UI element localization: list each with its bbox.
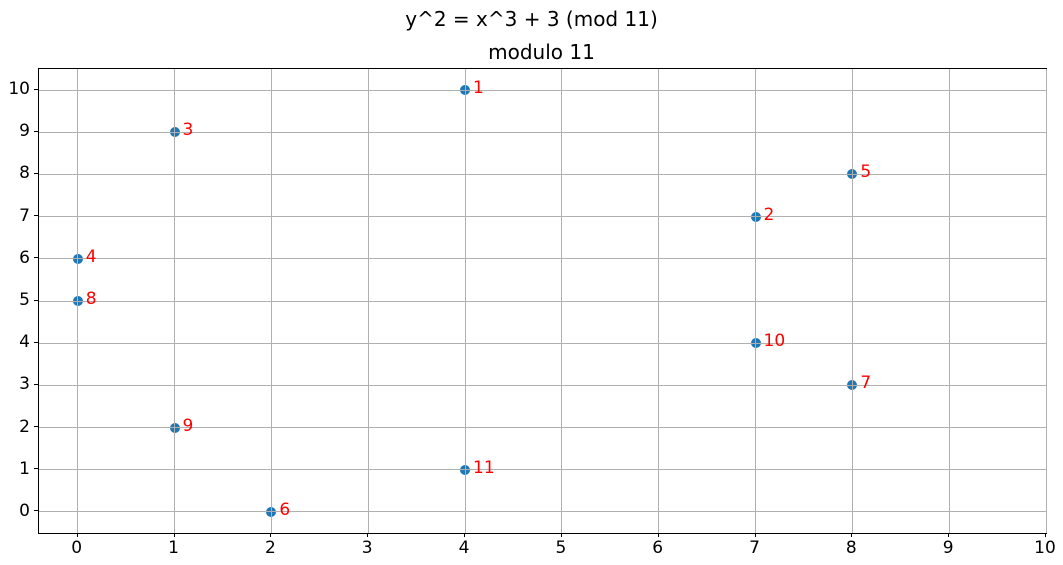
axes-title: modulo 11 [488, 40, 595, 64]
gridline-y-0 [39, 511, 1046, 513]
x-tick-mark-3 [367, 533, 369, 537]
gridline-y-9 [39, 131, 1046, 133]
gridline-y-4 [39, 342, 1046, 344]
point-label-6: 6 [279, 499, 291, 520]
y-tick-mark-0 [34, 510, 38, 512]
x-tick-label-6: 6 [652, 538, 664, 558]
point-label-11: 11 [473, 457, 495, 478]
y-tick-mark-3 [34, 383, 38, 385]
figure-suptitle: y^2 = x^3 + 3 (mod 11) [405, 7, 658, 31]
x-tick-mark-2 [270, 533, 272, 537]
x-tick-mark-9 [948, 533, 950, 537]
point-label-1: 1 [473, 78, 484, 99]
gridline-y-1 [39, 469, 1046, 471]
x-tick-mark-7 [754, 533, 756, 537]
gridline-y-5 [39, 300, 1046, 302]
y-tick-label-5: 5 [19, 290, 30, 310]
gridline-y-2 [39, 427, 1046, 429]
point-label-9: 9 [182, 415, 194, 436]
x-tick-mark-0 [76, 533, 78, 537]
y-tick-mark-7 [34, 215, 38, 217]
x-tick-mark-10 [1045, 533, 1046, 537]
y-tick-label-1: 1 [19, 458, 30, 479]
x-tick-label-5: 5 [555, 538, 567, 558]
y-tick-label-0: 0 [19, 500, 30, 521]
point-label-5: 5 [860, 162, 872, 183]
x-tick-label-0: 0 [71, 538, 83, 558]
plot-area: 1 2 3 4 5 6 7 8 9 10 11 [38, 68, 1047, 534]
y-tick-mark-8 [34, 172, 38, 174]
y-tick-mark-5 [34, 299, 38, 301]
x-tick-mark-8 [851, 533, 853, 537]
y-tick-label-8: 8 [19, 163, 30, 184]
point-label-3: 3 [182, 120, 194, 141]
gridline-y-7 [39, 216, 1046, 218]
y-tick-label-2: 2 [19, 416, 30, 437]
x-tick-label-9: 9 [942, 538, 954, 558]
x-tick-label-3: 3 [361, 538, 373, 558]
point-label-4: 4 [85, 246, 97, 267]
point-label-10: 10 [763, 331, 786, 352]
y-tick-label-9: 9 [19, 121, 30, 142]
x-tick-mark-6 [657, 533, 659, 537]
x-tick-mark-5 [560, 533, 562, 537]
point-label-7: 7 [860, 373, 872, 394]
point-label-2: 2 [763, 204, 775, 225]
gridline-y-10 [39, 89, 1046, 91]
y-tick-label-4: 4 [19, 332, 30, 353]
y-tick-label-7: 7 [19, 205, 30, 226]
gridline-y-6 [39, 258, 1046, 260]
gridline-y-3 [39, 384, 1046, 386]
x-tick-label-1: 1 [168, 538, 179, 558]
y-tick-mark-2 [34, 426, 38, 428]
y-tick-mark-1 [34, 468, 38, 470]
y-tick-mark-9 [34, 130, 38, 132]
x-tick-label-10: 10 [1034, 538, 1056, 558]
y-tick-mark-10 [34, 88, 38, 90]
y-tick-label-3: 3 [19, 374, 30, 395]
point-label-8: 8 [85, 289, 97, 309]
x-tick-mark-1 [173, 533, 175, 537]
x-tick-label-4: 4 [458, 538, 470, 558]
x-tick-label-2: 2 [264, 538, 276, 558]
y-tick-label-6: 6 [19, 247, 30, 268]
y-tick-label-10: 10 [8, 79, 30, 100]
x-tick-label-8: 8 [845, 538, 857, 558]
gridline-x-10 [1045, 69, 1047, 533]
gridline-y-8 [39, 173, 1046, 175]
y-tick-mark-4 [34, 341, 38, 343]
x-tick-mark-4 [464, 533, 466, 537]
y-tick-mark-6 [34, 257, 38, 259]
x-tick-label-7: 7 [749, 538, 760, 558]
